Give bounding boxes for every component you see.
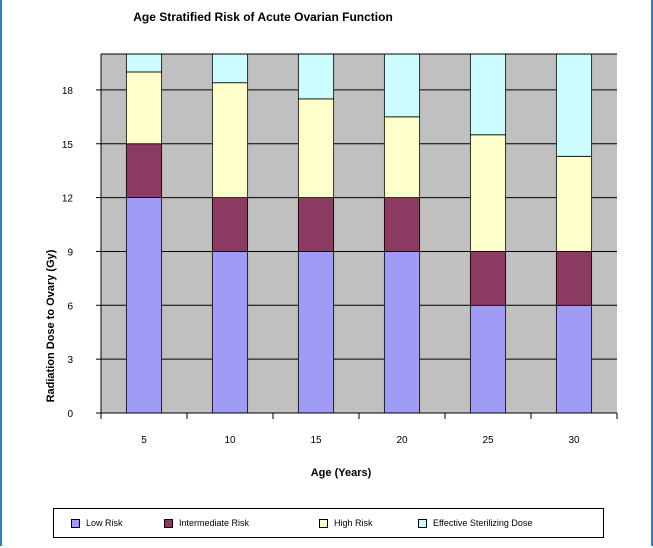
bar-segment-high-risk <box>469 134 507 252</box>
legend: Low Risk Intermediate Risk High Risk Effect… <box>53 508 604 538</box>
bar-segment-effective-sterilizing-dose <box>555 53 593 157</box>
bar-segment-low-risk <box>211 251 249 414</box>
bar-segment-intermediate-risk <box>125 143 163 198</box>
legend-swatch <box>164 518 173 528</box>
x-tick-label: 30 <box>568 435 580 446</box>
y-tick-label: 15 <box>62 140 74 151</box>
bar-segment-intermediate-risk <box>297 197 335 252</box>
x-tick-labels: 5 10 15 20 25 30 <box>141 435 580 446</box>
legend-swatch <box>319 518 328 528</box>
legend-item: Effective Sterilizing Dose <box>418 518 532 528</box>
bar-segment-intermediate-risk <box>469 251 507 306</box>
bar-segment-low-risk <box>125 197 163 414</box>
bar-segment-effective-sterilizing-dose <box>469 53 507 136</box>
x-tick-label: 25 <box>482 435 494 446</box>
legend-swatch <box>418 518 427 528</box>
bar-segment-high-risk <box>297 98 335 198</box>
x-axis-title: Age (Years) <box>311 467 372 479</box>
y-tick-label: 0 <box>67 409 73 420</box>
legend-label: Intermediate Risk <box>179 518 250 528</box>
y-tick-label: 6 <box>67 301 73 312</box>
axes <box>96 53 618 419</box>
bar-segment-intermediate-risk <box>555 251 593 306</box>
bars <box>125 53 593 414</box>
bar-segment-low-risk <box>469 304 507 414</box>
legend-label: High Risk <box>334 518 373 528</box>
legend-item: Low Risk <box>71 518 123 528</box>
y-tick-label: 18 <box>62 86 74 97</box>
bar-segment-intermediate-risk <box>383 197 421 252</box>
legend-label: Effective Sterilizing Dose <box>433 518 533 528</box>
bar-segment-high-risk <box>125 71 163 145</box>
y-tick-label: 9 <box>67 247 73 258</box>
y-axis-title: Radiation Dose to Ovary (Gy) <box>45 249 57 402</box>
chart-title: Age Stratified Risk of Acute Ovarian Fun… <box>133 10 393 24</box>
x-tick-label: 5 <box>141 435 147 446</box>
bar-segment-effective-sterilizing-dose <box>297 53 335 100</box>
bar-segment-low-risk <box>555 304 593 414</box>
legend-item: Intermediate Risk <box>164 518 249 528</box>
legend-swatch <box>71 518 80 528</box>
plot-area <box>101 54 617 413</box>
y-tick-label: 12 <box>62 194 74 205</box>
bar-segment-high-risk <box>555 155 593 252</box>
bar-segment-low-risk <box>383 251 421 414</box>
bar-segment-effective-sterilizing-dose <box>211 53 249 84</box>
bar-segment-low-risk <box>297 251 335 414</box>
x-tick-label: 15 <box>310 435 322 446</box>
bar-segment-high-risk <box>211 82 249 198</box>
legend-label: Low Risk <box>86 518 123 528</box>
bar-segment-effective-sterilizing-dose <box>125 53 163 73</box>
y-tick-label: 3 <box>67 355 73 366</box>
y-tick-labels: 0 3 6 9 12 15 18 <box>62 86 74 420</box>
legend-item: High Risk <box>319 518 373 528</box>
bar-segment-intermediate-risk <box>211 197 249 252</box>
x-tick-label: 20 <box>396 435 408 446</box>
gridlines <box>101 89 617 360</box>
bar-segment-high-risk <box>383 116 421 198</box>
x-tick-label: 10 <box>224 435 236 446</box>
bar-segment-effective-sterilizing-dose <box>383 53 421 118</box>
